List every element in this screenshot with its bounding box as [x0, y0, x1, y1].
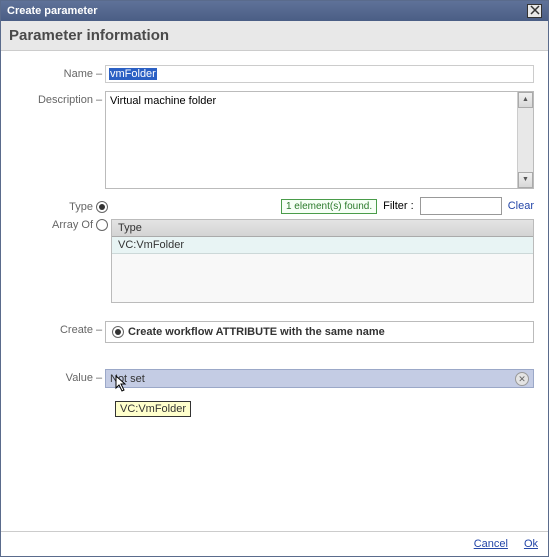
- filter-input[interactable]: [420, 197, 502, 215]
- elements-found-badge: 1 element(s) found.: [281, 199, 377, 214]
- create-label: Create: [15, 321, 93, 336]
- value-row: Value – Not set ✕ VC:VmFolder: [15, 369, 534, 388]
- arrayof-row: Array Of Type VC:VmFolder: [15, 219, 534, 303]
- description-textarea[interactable]: Virtual machine folder ▲ ▼: [105, 91, 534, 189]
- create-parameter-dialog: Create parameter Parameter information N…: [0, 0, 549, 557]
- scroll-up-icon[interactable]: ▲: [518, 92, 533, 108]
- description-value: Virtual machine folder: [110, 95, 216, 107]
- type-toolbar: 1 element(s) found. Filter : Clear: [111, 197, 534, 215]
- filter-label: Filter :: [383, 200, 414, 212]
- name-value-selected: vmFolder: [109, 68, 157, 80]
- arrayof-radio[interactable]: [96, 219, 108, 231]
- content-area: Name – vmFolder Description – Virtual ma…: [1, 51, 548, 531]
- type-label: Type: [15, 201, 93, 213]
- scroll-down-icon[interactable]: ▼: [518, 172, 533, 188]
- value-text: Not set: [110, 373, 145, 385]
- type-row: Type 1 element(s) found. Filter : Clear: [15, 197, 534, 217]
- value-clear-icon[interactable]: ✕: [515, 372, 529, 386]
- value-tooltip: VC:VmFolder: [115, 401, 191, 417]
- close-button[interactable]: [527, 4, 542, 18]
- ok-button[interactable]: Ok: [524, 538, 538, 550]
- cancel-button[interactable]: Cancel: [474, 538, 508, 550]
- name-input[interactable]: vmFolder: [105, 65, 534, 83]
- description-row: Description – Virtual machine folder ▲ ▼: [15, 91, 534, 189]
- value-label: Value: [15, 369, 93, 384]
- scrollbar[interactable]: ▲ ▼: [517, 92, 533, 188]
- description-label: Description: [15, 91, 93, 106]
- title-bar: Create parameter: [1, 1, 548, 21]
- value-field[interactable]: Not set ✕: [105, 369, 534, 388]
- grid-header-type: Type: [112, 220, 533, 237]
- create-attribute-radio[interactable]: [112, 326, 124, 338]
- create-attribute-label: Create workflow ATTRIBUTE with the same …: [128, 326, 385, 338]
- create-row: Create – Create workflow ATTRIBUTE with …: [15, 321, 534, 343]
- type-radio[interactable]: [96, 201, 108, 213]
- grid-row[interactable]: VC:VmFolder: [112, 237, 533, 254]
- name-label: Name: [15, 65, 93, 80]
- type-grid[interactable]: Type VC:VmFolder: [111, 219, 534, 303]
- create-option-box: Create workflow ATTRIBUTE with the same …: [105, 321, 534, 343]
- dialog-title: Create parameter: [7, 5, 98, 17]
- arrayof-label: Array Of: [15, 219, 93, 231]
- footer-bar: Cancel Ok: [1, 531, 548, 556]
- clear-link[interactable]: Clear: [508, 200, 534, 212]
- name-row: Name – vmFolder: [15, 65, 534, 83]
- section-header: Parameter information: [1, 21, 548, 51]
